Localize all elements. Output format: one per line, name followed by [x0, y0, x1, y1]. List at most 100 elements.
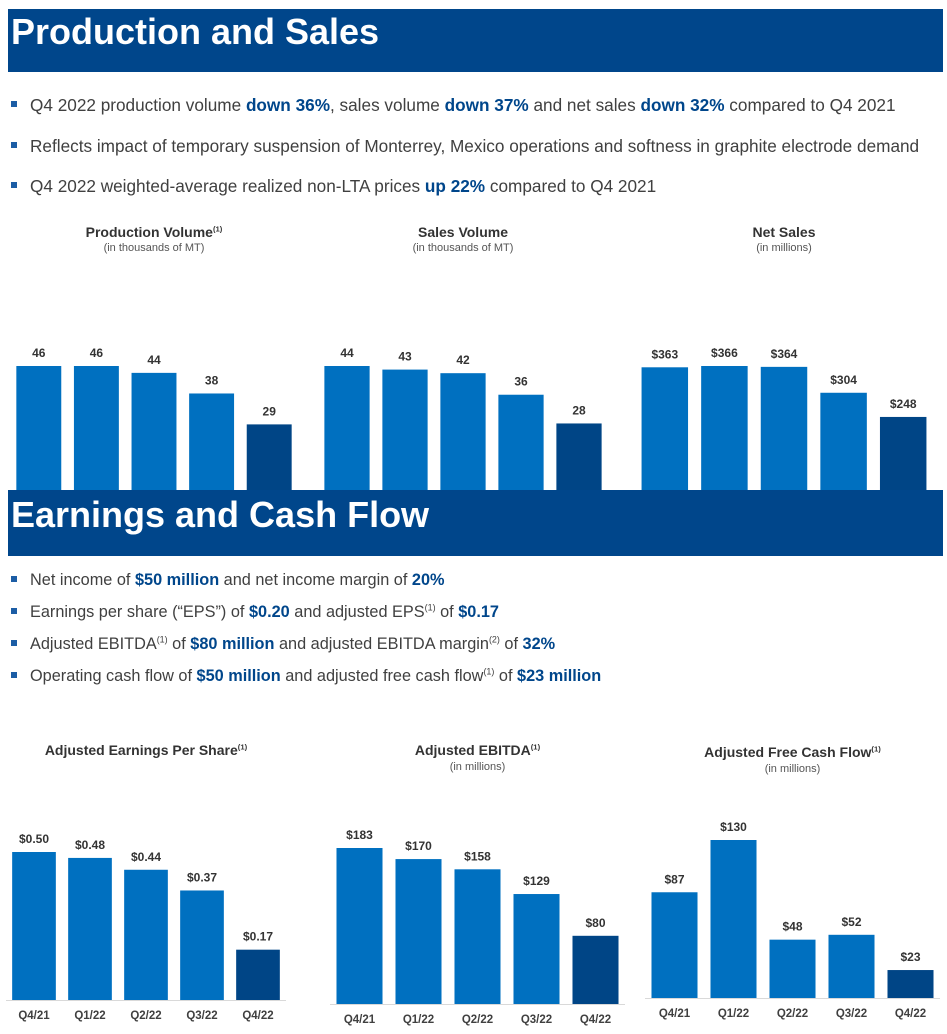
data-label: $366	[711, 346, 738, 360]
bullet-text: Q4 2022 weighted-average realized non-LT…	[30, 176, 425, 196]
data-label: 36	[514, 375, 528, 389]
data-label: $0.17	[243, 930, 273, 944]
bullet-square-icon	[11, 142, 17, 149]
bullet-text: Operating cash flow of	[30, 667, 197, 685]
highlight-text: $50 million	[196, 667, 281, 685]
chart-subtitle: (in millions)	[449, 761, 506, 773]
chart-adjusted-ebitda: Adjusted EBITDA(1) (in millions) $183 Q4/21…	[330, 742, 625, 1032]
data-label: $304	[830, 373, 857, 387]
data-label: $364	[771, 347, 798, 361]
bullet-text: Earnings per share (“EPS”) of	[30, 603, 249, 621]
data-label: $0.48	[75, 838, 105, 852]
bar-q4-22	[887, 970, 934, 998]
bullet-text: of	[499, 635, 523, 653]
chart-svg: $0.50 Q4/21 $0.48 Q1/22 $0.44 Q2/22 $0.37 Q3/22…	[6, 832, 286, 1022]
bar-q1-22	[68, 857, 112, 1000]
bullet-item: Net income of $50 million and net income…	[11, 571, 445, 590]
chart-subtitle: (in millions)	[764, 763, 821, 775]
x-tick-label: Q4/22	[242, 1010, 273, 1022]
bullet-item: Q4 2022 production volume down 36%, sale…	[11, 95, 896, 116]
footnote-marker: (1)	[156, 634, 168, 645]
x-tick-label: Q2/22	[462, 1014, 493, 1026]
data-label: $52	[841, 915, 861, 929]
data-label: 38	[205, 373, 219, 387]
bullet-item: Q4 2022 weighted-average realized non-LT…	[11, 176, 656, 197]
data-label: $130	[720, 820, 747, 834]
data-label: $248	[890, 397, 917, 411]
data-label: 42	[456, 353, 470, 367]
bar-q2-22	[769, 939, 816, 998]
chart-sales-volume: Sales Volume(in thousands of MT)44Q4/214…	[318, 224, 608, 546]
chart-title: Adjusted EBITDA(1)	[330, 742, 625, 758]
chart-svg: $87 Q4/21 $130 Q1/22 $48 Q2/22 $52 Q3/22 $23 Q4/2…	[645, 820, 940, 1020]
chart-title: Sales Volume	[318, 224, 608, 240]
highlight-text: 32%	[522, 635, 556, 653]
footnote-marker: (1)	[212, 224, 223, 234]
bar-q1-22	[710, 840, 757, 998]
footnote-marker: (1)	[237, 742, 248, 752]
bar-q4-21	[651, 892, 698, 998]
data-label: 44	[147, 353, 161, 367]
bar-q4-22	[572, 935, 619, 1004]
x-tick-label: Q3/22	[836, 1008, 867, 1020]
x-tick-label: Q1/22	[403, 1014, 434, 1026]
bullet-text: and net sales	[528, 95, 641, 115]
data-label: $129	[523, 874, 550, 888]
bar-q3-22	[828, 934, 875, 998]
bullet-square-icon	[11, 607, 17, 614]
bullet-text: and adjusted EBITDA margin	[274, 635, 489, 653]
highlight-text: 20%	[411, 571, 445, 589]
bullet-text: , sales volume	[329, 95, 445, 115]
bullet-item: Earnings per share (“EPS”) of $0.20 and …	[11, 603, 499, 622]
bullet-text: compared to Q4 2021	[485, 176, 657, 196]
bullet-square-icon	[11, 182, 17, 189]
x-tick-label: Q1/22	[74, 1010, 105, 1022]
footnote-marker: (1)	[530, 742, 541, 752]
chart-title-text: Adjusted EBITDA	[414, 742, 531, 758]
x-tick-label: Q1/22	[718, 1008, 749, 1020]
bullet-square-icon	[11, 639, 17, 646]
footnote-marker: (1)	[871, 744, 881, 754]
chart-net-sales: Net Sales(in millions)$363Q4/21$366Q1/22…	[635, 224, 933, 546]
bullet-text: Adjusted EBITDA	[30, 635, 157, 653]
data-label: 44	[340, 346, 354, 360]
chart-adjusted-fcf: Adjusted Free Cash Flow(1) (in millions) $…	[645, 744, 940, 1034]
highlight-text: down 36%	[245, 95, 330, 115]
bullet-text: of	[494, 667, 518, 685]
bar-q3-22	[513, 894, 560, 1004]
data-label: $87	[664, 872, 684, 886]
chart-plot-area: $183 Q4/21 $170 Q1/22 $158 Q2/22 $129 Q3/22 $80 Q…	[330, 792, 625, 1032]
bullet-text: Q4 2022 production volume	[30, 95, 246, 115]
x-tick-label: Q4/21	[18, 1010, 50, 1022]
chart-subtitle: (in thousands of MT)	[412, 242, 514, 254]
chart-title-text: Net Sales	[752, 224, 816, 240]
data-label: $48	[782, 920, 802, 934]
data-label: $0.37	[187, 870, 217, 884]
bar-q4-22	[236, 949, 280, 1000]
bullet-text: Net income of	[30, 571, 135, 589]
bullet-item: Operating cash flow of $50 million and a…	[11, 667, 601, 686]
bullet-text: and net income margin of	[219, 571, 412, 589]
highlight-text: $0.17	[458, 603, 499, 621]
chart-title: Production Volume(1)	[10, 224, 298, 240]
chart-subtitle: (in thousands of MT)	[103, 242, 205, 254]
chart-adjusted-eps: Adjusted Earnings Per Share(1) $0.50 Q4/21…	[6, 742, 286, 1032]
section-title: Production and Sales	[11, 11, 380, 52]
section-banner-earnings-cash-flow: Earnings and Cash Flow	[8, 490, 943, 556]
chart-svg: $183 Q4/21 $170 Q1/22 $158 Q2/22 $129 Q3/22 $80 Q…	[330, 828, 625, 1026]
highlight-text: $0.20	[248, 603, 290, 621]
data-label: 46	[90, 346, 104, 360]
chart-production-volume: Production Volume(1) (in thousands of MT)…	[10, 224, 298, 546]
highlight-text: $23 million	[517, 667, 602, 685]
bullet-text: and adjusted EPS	[289, 603, 425, 621]
chart-title-text: Adjusted Free Cash Flow	[704, 744, 872, 760]
x-tick-label: Q4/22	[580, 1014, 611, 1026]
chart-title-text: Adjusted Earnings Per Share	[44, 742, 238, 758]
highlight-text: $80 million	[190, 635, 275, 653]
highlight-text: down 32%	[640, 95, 725, 115]
data-label: $170	[405, 839, 432, 853]
footnote-marker: (1)	[483, 666, 495, 677]
x-tick-label: Q3/22	[186, 1010, 217, 1022]
x-tick-label: Q4/21	[344, 1014, 376, 1026]
bullet-item: Reflects impact of temporary suspension …	[11, 136, 919, 157]
